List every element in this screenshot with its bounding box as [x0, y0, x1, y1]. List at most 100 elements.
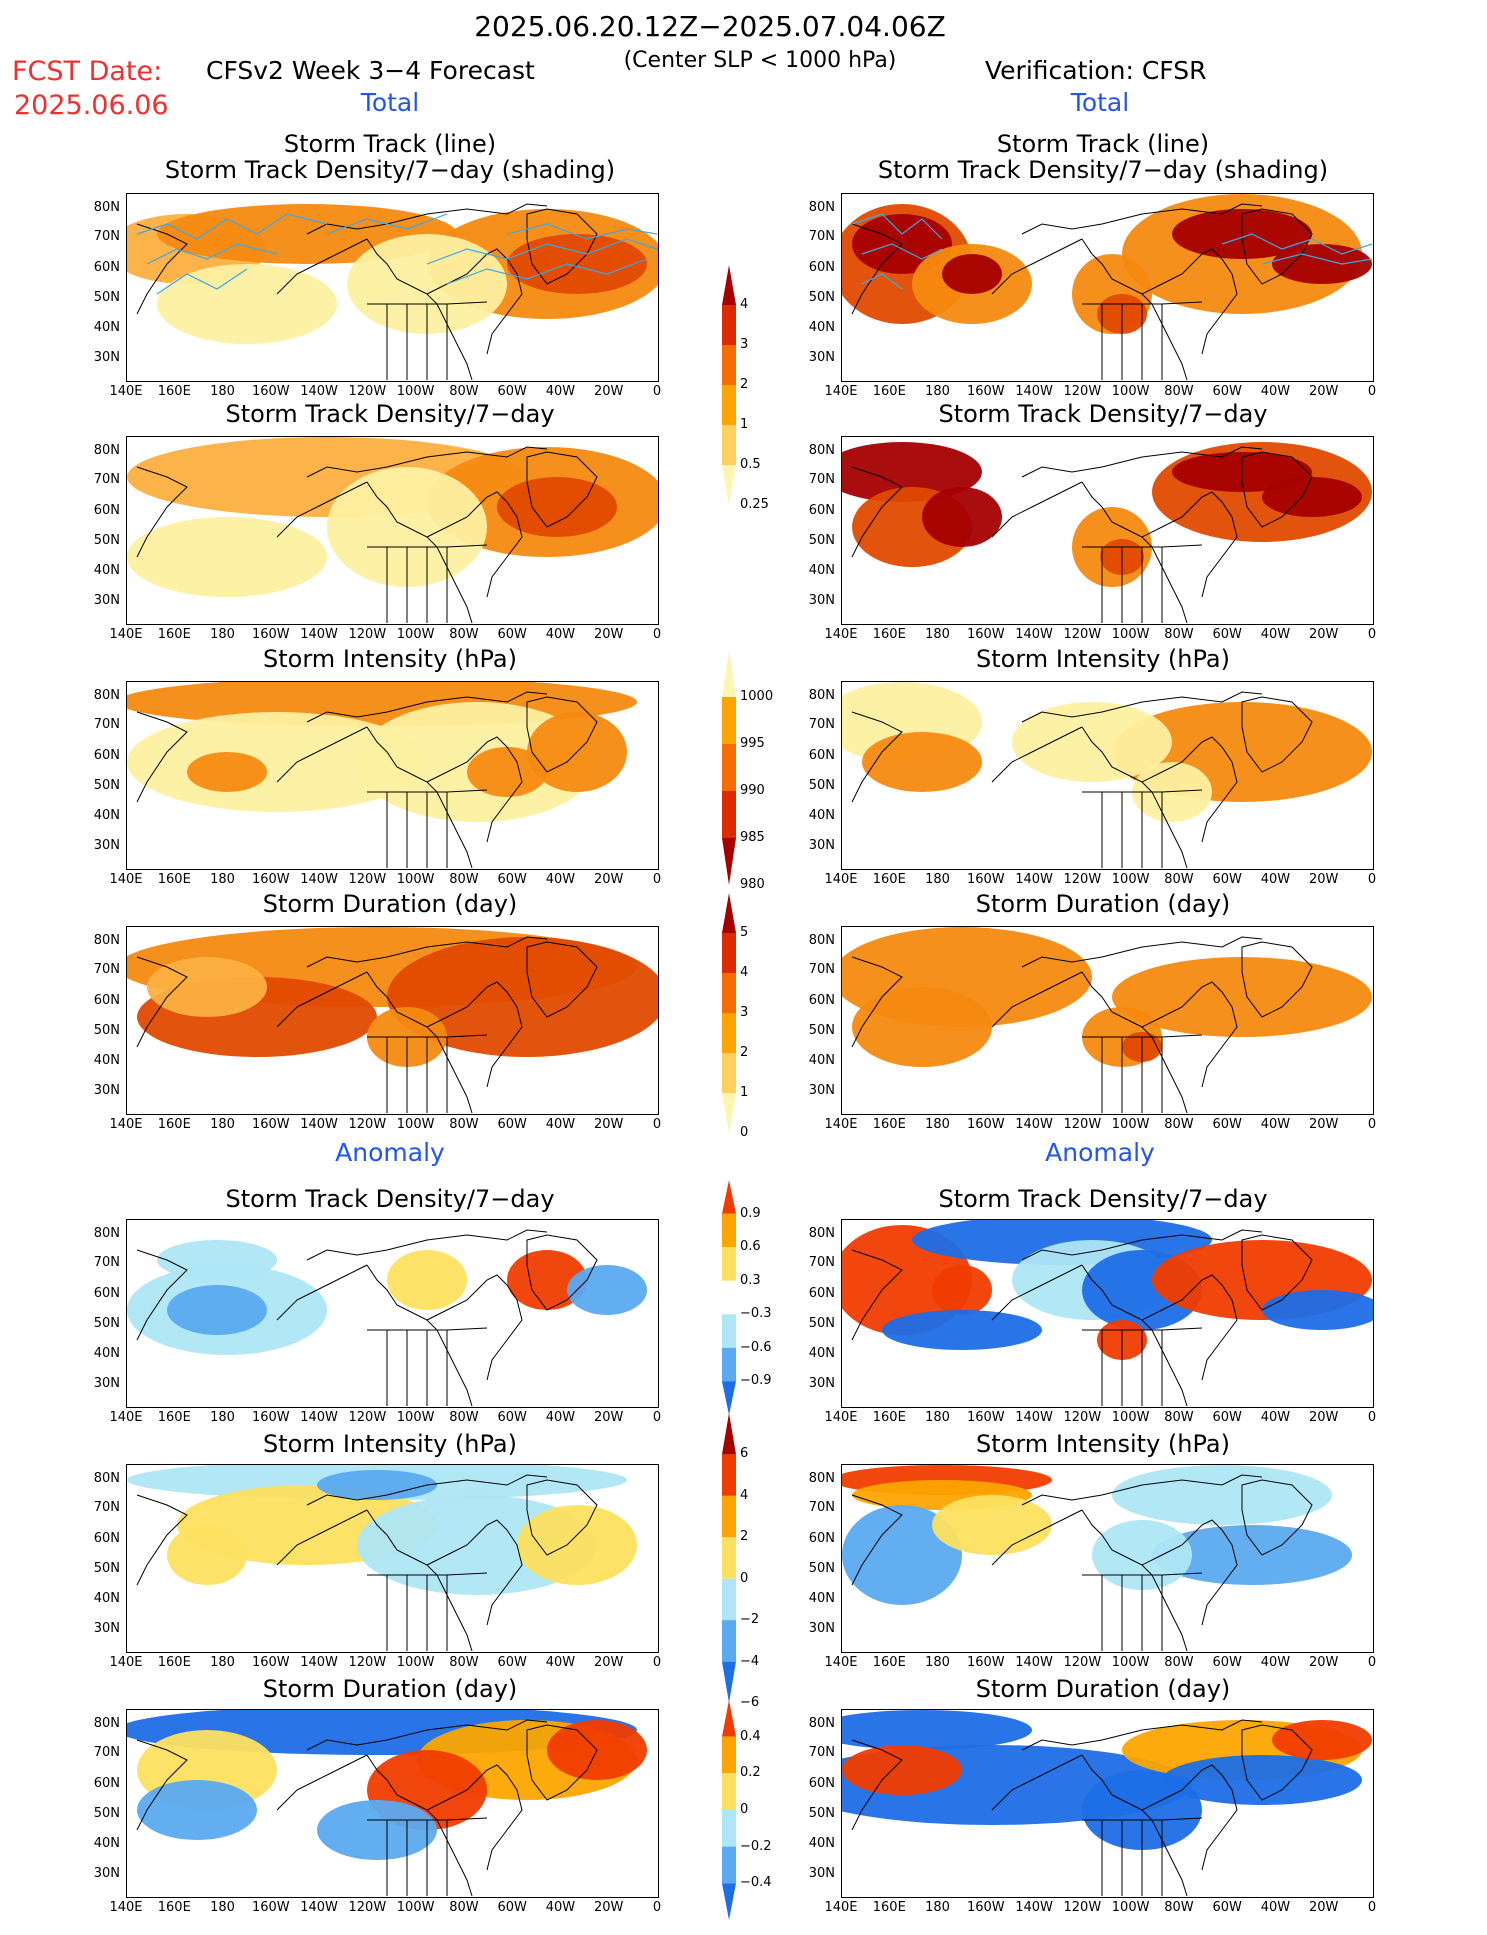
lat-label-l0-3: 50N	[93, 289, 120, 305]
lat-label-r0-2: 60N	[808, 259, 835, 275]
coastline-l5-1	[276, 1509, 368, 1566]
coastline-r1-0	[1021, 446, 1263, 478]
coastline-r2-1	[991, 726, 1083, 783]
lat-label-r4-5: 30N	[808, 1375, 835, 1391]
colorbar-intensity-anomaly-seg-2	[722, 1495, 736, 1538]
lat-label-l6-0: 80N	[93, 1715, 120, 1731]
lon-label-r5-1: 160E	[872, 1655, 906, 1670]
colorbar-duration-anomaly-label-4: −0.4	[740, 1875, 772, 1891]
map-panel-l3	[126, 926, 659, 1115]
shading-l2-5	[467, 747, 547, 797]
lon-label-l2-2: 180	[210, 872, 235, 887]
lon-label-l4-2: 180	[210, 1410, 235, 1425]
lon-label-r0-10: 20W	[1309, 384, 1339, 399]
lat-label-l1-0: 80N	[93, 442, 120, 458]
shading-r5-3	[932, 1495, 1052, 1555]
lon-label-l2-0: 140E	[109, 872, 143, 887]
lon-label-r3-1: 160E	[872, 1117, 906, 1132]
coastline-l6-0	[306, 1719, 548, 1751]
lon-label-r5-4: 140W	[1015, 1655, 1053, 1670]
shading-l5-2	[317, 1470, 437, 1500]
lon-label-l3-1: 160E	[157, 1117, 191, 1132]
lon-label-l0-7: 80W	[449, 384, 479, 399]
lat-label-l1-5: 30N	[93, 592, 120, 608]
lon-label-l5-8: 60W	[497, 1655, 527, 1670]
lat-label-r3-1: 70N	[808, 961, 835, 977]
title-l3: Storm Intensity (hPa)	[263, 645, 517, 673]
lon-label-r3-5: 120W	[1063, 1117, 1102, 1132]
colorbar-duration-anomaly-label-0: 0.4	[740, 1728, 761, 1744]
colorbar-duration-total-label-1: 4	[740, 965, 749, 980]
lat-label-l6-1: 70N	[93, 1744, 120, 1760]
shading-l1-3	[127, 517, 327, 597]
lon-label-r6-11: 0	[1367, 1900, 1377, 1915]
shading-r0-3	[942, 254, 1002, 294]
lon-label-r6-5: 120W	[1063, 1900, 1102, 1915]
coastline-r3-0	[1021, 936, 1263, 968]
lat-label-l0-1: 70N	[93, 228, 120, 244]
lat-label-l2-5: 30N	[93, 837, 120, 853]
lon-label-r5-7: 80W	[1164, 1655, 1194, 1670]
lon-label-l6-9: 40W	[545, 1900, 576, 1915]
track-line-l0-3	[326, 213, 448, 235]
title-r6: Storm Intensity (hPa)	[976, 1430, 1230, 1458]
lon-label-r6-1: 160E	[872, 1900, 906, 1915]
coastline-r0-1	[991, 238, 1083, 295]
colorbar-density-total-seg-3	[722, 385, 736, 425]
lon-label-l4-8: 60W	[497, 1410, 527, 1425]
lon-label-l1-3: 160W	[251, 627, 290, 642]
lon-label-l1-10: 20W	[594, 627, 624, 642]
lat-label-r6-3: 50N	[808, 1805, 835, 1821]
lat-label-r2-3: 50N	[808, 777, 835, 793]
date-range-title: 2025.06.20.12Z−2025.07.04.06Z	[474, 10, 946, 43]
colorbar-intensity-anomaly-label-0: 6	[740, 1446, 749, 1462]
colorbar-intensity-total-label-3: 985	[740, 830, 765, 845]
colorbar-duration-anomaly-seg-5	[722, 1883, 736, 1920]
coastline-r3-3	[1141, 981, 1238, 1088]
lon-label-r2-11: 0	[1367, 872, 1377, 887]
coastline-r6-7	[1101, 1820, 1163, 1896]
title-r1a: Storm Track (line)	[996, 130, 1210, 158]
lon-label-l2-9: 40W	[545, 872, 576, 887]
coastline-r6-4	[1241, 1724, 1313, 1801]
lat-label-r5-0: 80N	[808, 1470, 835, 1486]
coastline-l0-5	[136, 223, 188, 315]
coastline-l6-5	[136, 1739, 188, 1831]
shading-r1-2	[922, 487, 1002, 547]
coastline-l6-7	[386, 1820, 448, 1896]
lat-label-l2-0: 80N	[93, 687, 120, 703]
lon-label-l1-4: 140W	[300, 627, 338, 642]
lon-label-l3-4: 140W	[300, 1117, 338, 1132]
colorbar-duration-anomaly	[722, 1700, 736, 1920]
lon-label-l5-11: 0	[652, 1655, 662, 1670]
lon-label-r6-6: 100W	[1111, 1900, 1150, 1915]
lon-label-l4-0: 140E	[109, 1410, 143, 1425]
lat-label-l0-5: 30N	[93, 349, 120, 365]
model-title: CFSv2 Week 3−4 Forecast	[206, 56, 535, 85]
lat-label-r1-5: 30N	[808, 592, 835, 608]
lat-label-r1-3: 50N	[808, 532, 835, 548]
lon-label-r5-11: 0	[1367, 1655, 1377, 1670]
map-svg-r5	[842, 1465, 1352, 1652]
shading-l4-4	[387, 1250, 467, 1310]
lon-label-r5-2: 180	[925, 1655, 950, 1670]
lon-label-l3-10: 20W	[594, 1117, 624, 1132]
coastline-l2-4	[526, 696, 598, 773]
lon-label-r5-3: 160W	[966, 1655, 1005, 1670]
coastline-r5-3	[1141, 1519, 1238, 1626]
lon-label-l1-9: 40W	[545, 627, 576, 642]
lat-label-r5-3: 50N	[808, 1560, 835, 1576]
lon-label-l3-8: 60W	[497, 1117, 527, 1132]
lon-label-l2-7: 80W	[449, 872, 479, 887]
lat-label-r5-5: 30N	[808, 1620, 835, 1636]
coastline-l2-5	[136, 711, 188, 803]
lat-label-l5-5: 30N	[93, 1620, 120, 1636]
lon-label-l0-11: 0	[652, 384, 662, 399]
coastline-l2-1	[276, 726, 368, 783]
verification-title: Verification: CFSR	[985, 56, 1207, 85]
map-svg-l4	[127, 1229, 647, 1407]
lon-label-r4-11: 0	[1367, 1410, 1377, 1425]
map-svg-r3	[842, 927, 1372, 1114]
lat-label-l4-4: 40N	[93, 1345, 120, 1361]
shading-r6-6	[1272, 1720, 1372, 1760]
